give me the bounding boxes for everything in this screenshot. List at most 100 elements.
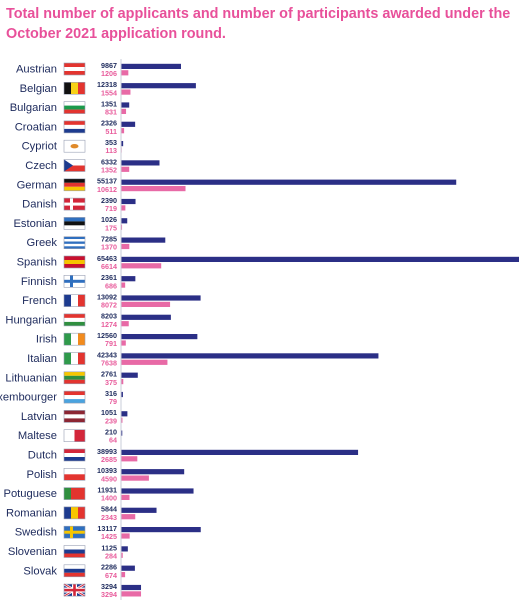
maltese-flag-icon [63, 429, 86, 443]
slovak-flag-icon [63, 564, 86, 578]
applicants-bar-maltese [121, 430, 123, 436]
danish-flag-icon [63, 197, 86, 211]
participants-bar-hungarian [121, 321, 129, 327]
participants-value-austrian: 1206 [101, 69, 117, 78]
applicants-bar-slovak [121, 565, 135, 571]
croatian-flag-icon [63, 120, 86, 134]
participants-value-slovenian: 284 [105, 552, 117, 561]
greek-flag-icon [63, 236, 86, 249]
participants-value-danish: 719 [105, 204, 117, 213]
participants-value-hungarian: 1274 [101, 320, 117, 329]
participants-value-swedish: 1425 [101, 532, 117, 541]
applicants-bar-danish [121, 198, 136, 205]
applicants-bar-croatian [121, 121, 136, 127]
applicants-value-british: 3294 [101, 582, 117, 591]
applicants-bar-french [121, 295, 201, 301]
participants-value-estonian: 175 [105, 223, 117, 232]
category-label-slovak: Slovak [23, 565, 57, 577]
dutch-flag-icon [63, 448, 86, 462]
swedish-flag-icon [63, 525, 86, 539]
applicants-bar-potuguese [121, 488, 194, 494]
category-label-german: German [17, 179, 57, 191]
belgian-flag-icon [63, 82, 86, 95]
applicants-value-spanish: 65463 [97, 254, 117, 263]
applicants-bar-lithuanian [121, 372, 138, 378]
category-label-dutch: Dutch [28, 450, 57, 462]
applicants-bar-finnish [121, 276, 136, 282]
participants-value-croatian: 511 [105, 127, 117, 136]
applicants-value-slovak: 2286 [101, 563, 117, 572]
applicants-bar-german [121, 179, 457, 185]
czech-flag-icon [63, 159, 86, 172]
participants-value-luxembourger: 79 [109, 397, 117, 406]
participants-bar-lithuanian [121, 379, 124, 385]
applicants-value-latvian: 1051 [101, 408, 117, 417]
applicants-value-danish: 2390 [101, 196, 117, 205]
applicants-value-cypriot: 353 [105, 138, 117, 147]
participants-bar-french [121, 301, 171, 307]
bars [121, 63, 519, 597]
latvian-flag-icon [63, 410, 86, 423]
applicants-bar-czech [121, 160, 160, 166]
participants-bar-belgian [121, 89, 131, 95]
applicants-value-estonian: 1026 [101, 215, 117, 224]
potuguese-flag-icon [63, 487, 86, 500]
participants-bar-croatian [121, 128, 125, 134]
participants-bar-austrian [121, 70, 129, 76]
participants-value-bulgarian: 831 [105, 108, 117, 117]
flags [63, 62, 86, 598]
french-flag-icon [63, 294, 86, 307]
applicants-value-finnish: 2361 [101, 273, 117, 282]
applicants-value-slovenian: 1125 [101, 543, 117, 552]
applicants-bar-belgian [121, 83, 196, 89]
applicants-value-luxembourger: 316 [105, 389, 117, 398]
category-label-greek: Greek [27, 237, 58, 249]
irish-flag-icon [63, 332, 86, 346]
participants-value-spanish: 6614 [101, 262, 117, 271]
participants-bar-italian [121, 359, 168, 365]
x-axis: 0100002000030000400005000060000 [120, 59, 122, 600]
cypriot-flag-icon [63, 139, 86, 153]
chart-title: Total number of applicants and number of… [6, 6, 511, 42]
applicants-value-bulgarian: 1351 [101, 99, 117, 108]
participants-value-british: 3294 [101, 590, 117, 599]
category-label-spanish: Spanish [17, 257, 57, 269]
participants-bar-spanish [121, 263, 162, 269]
applicants-value-romanian: 5844 [101, 505, 117, 514]
participants-value-french: 8072 [101, 301, 117, 310]
participants-value-greek: 1370 [101, 243, 117, 252]
german-flag-icon [63, 178, 86, 192]
category-label-irish: Irish [36, 334, 57, 346]
applicants-value-maltese: 210 [105, 428, 117, 437]
applicants-bar-dutch [121, 449, 359, 455]
estonian-flag-icon [63, 217, 86, 230]
category-label-italian: Italian [27, 353, 57, 365]
applicants-value-hungarian: 8203 [101, 312, 117, 321]
category-label-finnish: Finnish [21, 276, 57, 288]
participants-value-polish: 4590 [101, 474, 117, 483]
applicants-value-irish: 12560 [97, 331, 117, 340]
applicants-bar-italian [121, 353, 379, 359]
category-label-maltese: Maltese [18, 430, 57, 442]
participants-bar-danish [121, 205, 126, 211]
category-label-romanian: Romanian [6, 507, 57, 519]
category-labels: Austrian Belgian Bulgarian Croatian Cypriot C… [0, 64, 58, 578]
category-label-polish: Polish [27, 469, 57, 481]
category-label-swedish: Swedish [15, 527, 57, 539]
applicants-value-austrian: 9867 [101, 61, 117, 70]
participants-bar-british [121, 591, 142, 597]
british-flag-icon [63, 583, 86, 598]
participants-bar-bulgarian [121, 108, 127, 114]
participants-bar-polish [121, 475, 149, 481]
applicants-value-belgian: 12318 [97, 80, 117, 89]
participants-value-finnish: 686 [105, 281, 117, 290]
participants-bar-latvian [121, 417, 123, 423]
participants-bar-slovak [121, 572, 126, 578]
participants-value-belgian: 1554 [101, 88, 117, 97]
applicants-bar-luxembourger [121, 391, 123, 398]
category-label-latvian: Latvian [21, 411, 57, 423]
applicants-value-dutch: 38993 [97, 447, 117, 456]
participants-bar-swedish [121, 533, 130, 539]
